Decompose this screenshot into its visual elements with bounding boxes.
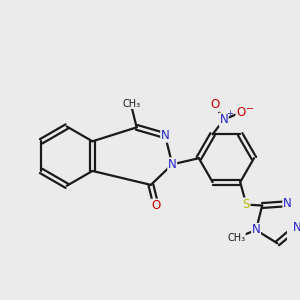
Text: N: N xyxy=(292,221,300,234)
Text: N: N xyxy=(220,113,228,126)
Text: O: O xyxy=(236,106,245,119)
Text: N: N xyxy=(283,197,292,210)
Text: O: O xyxy=(210,98,219,111)
Text: N: N xyxy=(161,129,170,142)
Text: −: − xyxy=(246,104,254,114)
Text: N: N xyxy=(168,158,177,171)
Text: S: S xyxy=(243,198,250,211)
Text: N: N xyxy=(252,224,260,236)
Text: O: O xyxy=(152,199,161,212)
Text: CH₃: CH₃ xyxy=(122,98,140,109)
Text: +: + xyxy=(226,110,233,118)
Text: CH₃: CH₃ xyxy=(227,233,245,243)
